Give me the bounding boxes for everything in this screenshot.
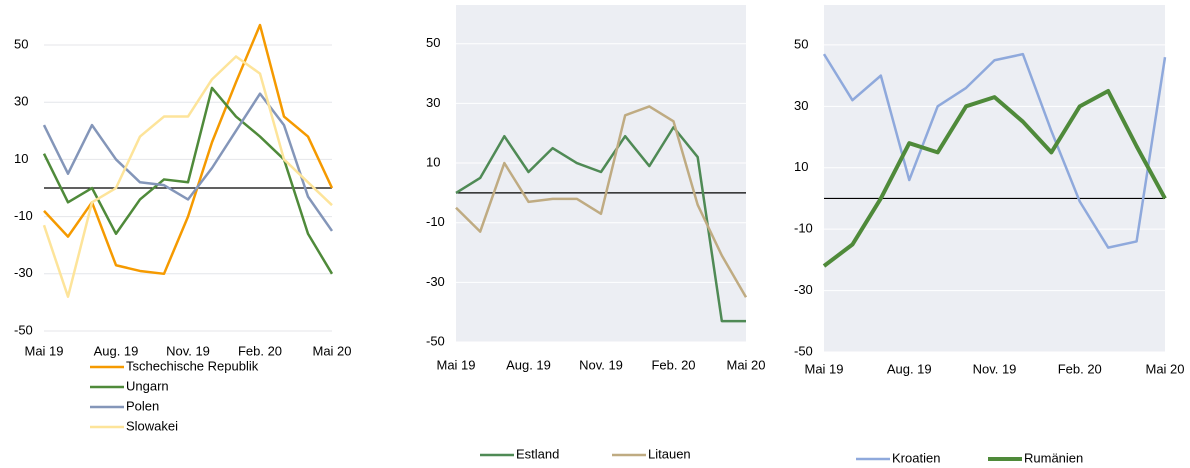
series-line [822,88,1167,268]
x-tick-label: Aug. 19 [887,361,932,376]
y-tick-label: -10 [14,208,33,223]
x-tick-label: Nov. 19 [973,361,1017,376]
x-tick-label: Aug. 19 [506,357,551,372]
series-line [42,55,333,298]
y-tick-label: 50 [426,35,440,50]
x-tick-label: Feb. 20 [238,343,282,358]
legend-label: Tschechische Republik [126,358,259,373]
y-tick-label: -50 [426,333,445,348]
y-tick-label: 30 [426,95,440,110]
y-tick-label: -30 [14,265,33,280]
x-tick-label: Feb. 20 [651,357,695,372]
legend-label: Ungarn [126,378,169,393]
x-tick-label: Mai 19 [436,357,475,372]
y-tick-label: 10 [14,151,28,166]
y-tick-label: -10 [426,214,445,229]
series-line [455,126,746,323]
series-line [455,105,748,298]
plot-area [824,5,1165,352]
series-line [42,92,334,232]
y-tick-label: 10 [794,159,808,174]
x-tick-label: Feb. 20 [1058,361,1102,376]
x-tick-label: Mai 20 [726,357,765,372]
plot-area [44,5,332,331]
legend-label: Litauen [648,446,691,461]
y-tick-label: -50 [14,322,33,337]
y-tick-label: 50 [14,36,28,51]
y-tick-label: 30 [14,94,28,109]
y-tick-label: 50 [794,36,808,51]
legend-label: Rumänien [1024,450,1083,463]
x-tick-label: Mai 19 [24,343,63,358]
y-tick-label: -50 [794,343,813,358]
legend-label: Estland [516,446,559,461]
x-tick-label: Mai 20 [312,343,351,358]
y-tick-label: -30 [794,282,813,297]
x-tick-label: Nov. 19 [166,343,210,358]
y-tick-label: -10 [794,221,813,236]
x-tick-label: Mai 20 [1145,361,1184,376]
plot-area [456,5,746,342]
y-tick-label: 10 [426,154,440,169]
x-tick-label: Nov. 19 [579,357,623,372]
legend-label: Kroatien [892,450,940,463]
legend-label: Polen [126,398,159,413]
x-tick-label: Aug. 19 [94,343,139,358]
y-tick-label: -30 [426,274,445,289]
legend-label: Slowakei [126,418,178,433]
y-tick-label: 30 [794,98,808,113]
series-line [822,52,1167,249]
x-tick-label: Mai 19 [804,361,843,376]
